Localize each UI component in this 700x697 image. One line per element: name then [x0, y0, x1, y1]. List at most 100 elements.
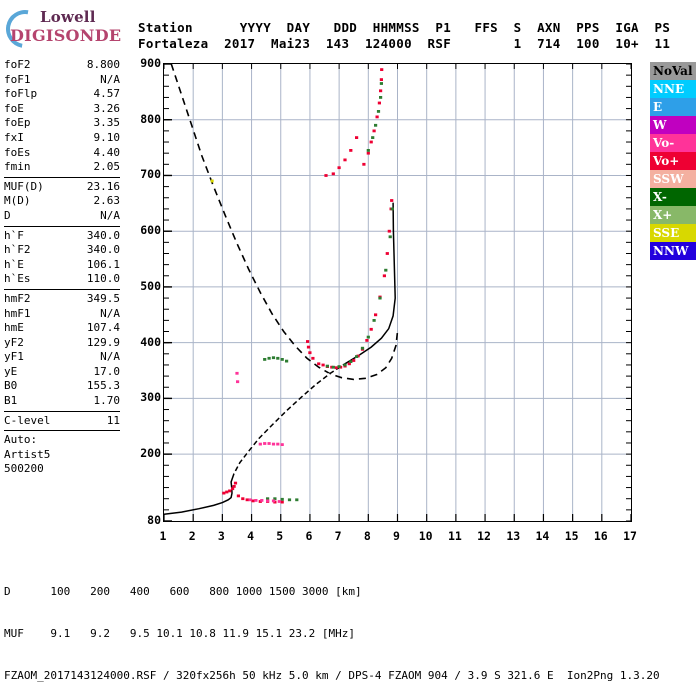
echo-series-2 — [235, 371, 284, 503]
station-header-line1: Station YYYY DAY DDD HHMMSS P1 FFS S AXN… — [138, 20, 671, 35]
param-key: h`F2 — [4, 243, 31, 257]
param-value: N/A — [100, 350, 120, 364]
param-row-foflp: foFlp 4.57 — [4, 87, 120, 102]
param-row-yf2: yF2 129.9 — [4, 336, 120, 351]
param-key: hmF1 — [4, 306, 31, 320]
param-value: 340.0 — [86, 228, 120, 242]
legend-item-e[interactable]: E — [650, 98, 696, 116]
logo-digisonde-text: DIGISONDE — [10, 26, 122, 45]
param-value: 17.0 — [93, 364, 121, 378]
param-row-fof1: foF1 N/A — [4, 73, 120, 88]
param-key: MUF(D) — [4, 179, 44, 193]
param-value: 349.5 — [86, 291, 120, 305]
param-row-clevel: C-level 11 — [4, 414, 120, 429]
x-tick-6: 6 — [305, 529, 313, 543]
param-row-hes: h`Es 110.0 — [4, 272, 120, 287]
density-profile-curve — [164, 202, 396, 516]
muf-dashed-curve — [170, 64, 399, 381]
param-group-divider — [4, 410, 120, 412]
param-key: foF2 — [4, 58, 31, 71]
x-tick-16: 16 — [593, 529, 608, 543]
station-header-line2: Fortaleza 2017 Mai23 143 124000 RSF 1 71… — [138, 36, 671, 51]
param-group-divider — [4, 288, 120, 290]
legend-item-x[interactable]: X+ — [650, 206, 696, 224]
logo-lowell-text: Lowell — [40, 8, 96, 26]
param-key: M(D) — [4, 194, 31, 208]
param-value: N/A — [100, 306, 120, 320]
y-tick-700: 700 — [140, 167, 161, 182]
x-tick-2: 2 — [188, 529, 196, 543]
param-row-yf1: yF1 N/A — [4, 350, 120, 365]
param-row-hf2: h`F2 340.0 — [4, 243, 120, 258]
param-key: yE — [4, 364, 18, 378]
param-value: 3.26 — [93, 101, 121, 115]
param-row-md: M(D) 2.63 — [4, 194, 120, 209]
param-row-foep: foEp 3.35 — [4, 116, 120, 131]
param-key: h`E — [4, 257, 24, 271]
ionospheric-parameters-panel: foF2 8.800 foF1 N/A foFlp 4.57 foE 3.26 foEp 3.35… — [4, 58, 120, 477]
legend-item-noval[interactable]: NoVal — [650, 62, 696, 80]
param-value: 23.16 — [86, 179, 120, 193]
param-value: 129.9 — [86, 335, 120, 349]
annotation-marker — [210, 179, 214, 183]
param-row-d: D N/A — [4, 209, 120, 224]
param-key: fxI — [4, 130, 24, 144]
param-value: 4.57 — [93, 87, 121, 101]
param-value: 340.0 — [86, 243, 120, 257]
param-key: foEp — [4, 116, 31, 130]
param-key: fmin — [4, 160, 31, 174]
param-key: yF1 — [4, 350, 24, 364]
x-tick-14: 14 — [535, 529, 550, 543]
param-group-divider — [4, 176, 120, 178]
legend-item-ssw[interactable]: SSW — [650, 170, 696, 188]
auto-label: Auto: — [4, 433, 38, 447]
param-key: h`Es — [4, 272, 31, 286]
param-value: 9.10 — [93, 130, 121, 144]
auto-name: Artist5 — [4, 447, 51, 461]
x-tick-12: 12 — [477, 529, 491, 543]
station-header: Station YYYY DAY DDD HHMMSS P1 FFS S AXN… — [138, 20, 670, 52]
legend-item-w[interactable]: W — [650, 116, 696, 134]
y-tick-500: 500 — [140, 278, 161, 293]
param-value: 110.0 — [86, 272, 120, 286]
param-row-fof2: foF2 8.800 — [4, 58, 120, 73]
echo-scatter-points — [222, 68, 394, 504]
legend-item-vo[interactable]: Vo+ — [650, 152, 696, 170]
param-value: 2.63 — [93, 194, 121, 208]
param-group-divider — [4, 225, 120, 227]
param-key: yF2 — [4, 335, 24, 349]
ionogram-plot — [163, 63, 632, 522]
legend-item-nne[interactable]: NNE — [650, 80, 696, 98]
param-group-divider — [4, 430, 120, 432]
param-key: foF1 — [4, 72, 31, 86]
legend-item-nnw[interactable]: NNW — [650, 242, 696, 260]
x-tick-9: 9 — [393, 529, 400, 543]
param-row-hme: hmE 107.4 — [4, 321, 120, 336]
param-value: N/A — [100, 208, 120, 222]
param-row-he: h`E 106.1 — [4, 258, 120, 273]
param-key: foEs — [4, 145, 31, 159]
y-tick-300: 300 — [140, 390, 161, 405]
param-row-foes: foEs 4.40 — [4, 146, 120, 161]
param-key: B0 — [4, 379, 18, 393]
auto-code: 500200 — [4, 462, 44, 476]
legend-item-sse[interactable]: SSE — [650, 224, 696, 242]
x-tick-10: 10 — [418, 529, 433, 543]
x-tick-7: 7 — [334, 529, 342, 543]
footer-muf-row: MUF 9.1 9.2 9.5 10.1 10.8 11.9 15.1 23.2… — [4, 627, 355, 640]
param-value: 3.35 — [93, 116, 121, 130]
param-key: C-level — [4, 413, 51, 427]
legend-item-vo[interactable]: Vo- — [650, 134, 696, 152]
param-row-foe: foE 3.26 — [4, 102, 120, 117]
param-key: hmE — [4, 321, 24, 335]
echo-series-0 — [222, 68, 394, 504]
y-tick-600: 600 — [140, 223, 161, 238]
y-tick-80: 80 — [147, 513, 161, 527]
x-tick-8: 8 — [363, 529, 371, 543]
param-key: foFlp — [4, 87, 38, 101]
param-value: 155.3 — [86, 379, 120, 393]
muf-curve-path — [170, 64, 399, 381]
legend-item-x[interactable]: X- — [650, 188, 696, 206]
x-tick-4: 4 — [247, 529, 255, 543]
echo-series-1 — [263, 82, 394, 502]
